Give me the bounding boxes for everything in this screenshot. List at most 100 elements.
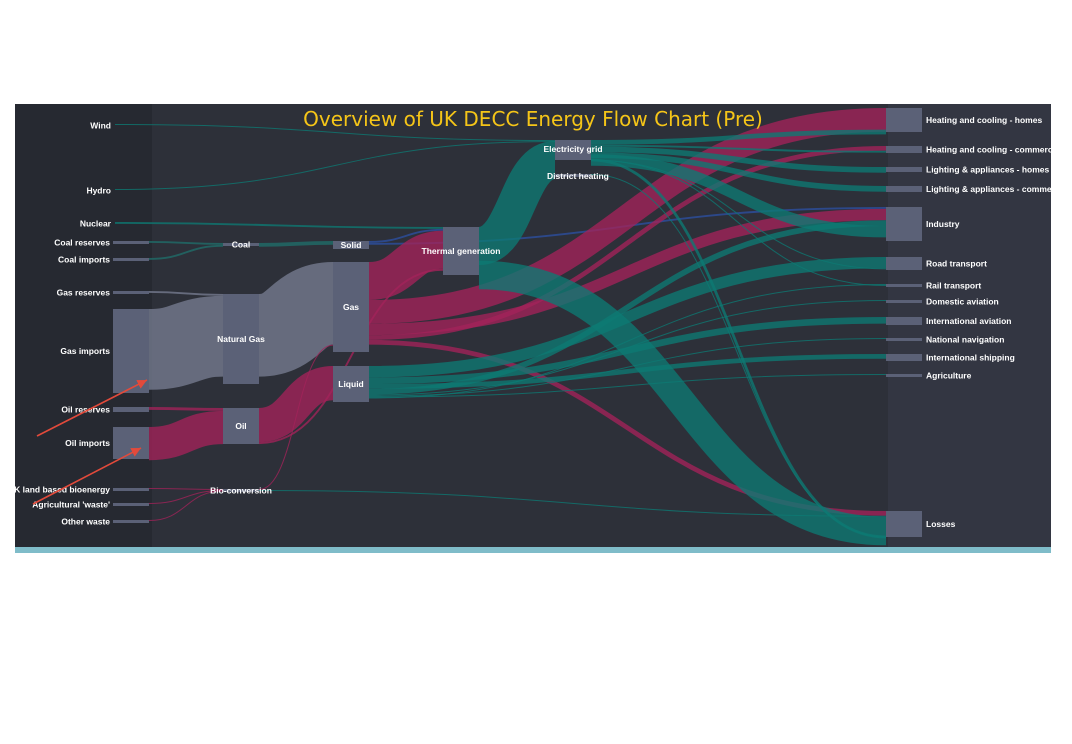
flow-link-natural_gas-gas: [255, 262, 337, 377]
flow-link-liquid-industry: [368, 220, 887, 395]
node-label-other_waste: Other waste: [61, 517, 110, 527]
node-label-road: Road transport: [926, 259, 987, 269]
node-label-coal: Coal: [232, 240, 250, 250]
node-label-light_homes: Lighting & appliances - homes: [926, 165, 1050, 175]
node-coal_reserves: [113, 241, 149, 244]
flow-link-gas-thermal: [367, 230, 445, 300]
node-thermal: [443, 227, 479, 275]
accent-bar: [15, 547, 1051, 553]
node-label-industry: Industry: [926, 219, 960, 229]
node-gas: [333, 262, 369, 352]
node-oil_reserves: [113, 407, 149, 412]
node-label-agri_waste: Agricultural 'waste': [32, 500, 110, 510]
node-heat_comm: [886, 146, 922, 153]
node-label-hydro: Hydro: [86, 186, 111, 196]
node-label-dom_aviation: Domestic aviation: [926, 297, 999, 307]
node-road: [886, 257, 922, 270]
node-light_homes: [886, 167, 922, 172]
node-label-coal_reserves: Coal reserves: [54, 238, 110, 248]
node-label-solid: Solid: [341, 240, 362, 250]
node-label-int_aviation: International aviation: [926, 316, 1012, 326]
flow-link-thermal-losses: [478, 260, 887, 546]
flow-link-district-losses: [590, 174, 887, 538]
flow-link-liquid-nat_navigation: [368, 338, 887, 397]
node-label-gas_imports: Gas imports: [60, 346, 110, 356]
node-int_shipping: [886, 354, 922, 361]
arrow-gas-imports: [36, 379, 148, 437]
node-label-natural_gas: Natural Gas: [217, 334, 265, 344]
flow-link-liquid-road: [368, 257, 887, 378]
node-nat_navigation: [886, 338, 922, 341]
node-label-heat_homes: Heating and cooling - homes: [926, 115, 1042, 125]
flow-link-grid-industry: [590, 154, 887, 238]
node-label-nat_navigation: National navigation: [926, 335, 1004, 345]
node-liquid: [333, 366, 369, 402]
node-natural_gas: [223, 294, 259, 384]
flow-link-oil-liquid: [257, 366, 335, 443]
node-district: [555, 174, 591, 177]
node-agri_waste: [113, 503, 149, 506]
node-label-heat_comm: Heating and cooling - commercial: [926, 145, 1051, 155]
flow-link-coal_reserves-coal: [148, 241, 224, 245]
flow-link-hydro-grid: [114, 141, 556, 190]
flow-link-grid-rail: [590, 159, 887, 286]
node-label-thermal: Thermal generation: [422, 246, 501, 256]
sankey-chart-frame: Wind Hydro Nuclear Coal reserves Coal import…: [15, 104, 1051, 553]
node-label-district: District heating: [547, 171, 609, 181]
node-label-losses: Losses: [926, 519, 956, 529]
node-label-gas: Gas: [343, 302, 359, 312]
node-bio_conversion: [223, 489, 259, 492]
flow-link-gas_reserves-natural_gas: [148, 291, 224, 296]
flow-link-gas_imports-natural_gas: [147, 295, 225, 390]
node-oil: [223, 408, 259, 444]
flow-link-uk_bioenergy-bio_conversion: [148, 488, 224, 490]
node-gas_imports: [113, 309, 149, 393]
flow-link-bio_conversion-losses: [258, 490, 887, 517]
node-label-oil_reserves: Oil reserves: [61, 405, 110, 415]
flow-link-agri_waste-bio_conversion: [148, 490, 224, 504]
node-agriculture: [886, 374, 922, 377]
node-industry: [886, 207, 922, 241]
annotation-arrows: [32, 379, 148, 505]
flow-link-nuclear-thermal: [114, 222, 444, 229]
node-int_aviation: [886, 317, 922, 325]
node-label-int_shipping: International shipping: [926, 353, 1015, 363]
node-coal_imports: [113, 258, 149, 261]
flow-link-grid-heat_comm: [590, 144, 887, 153]
flow-link-gas-heat_homes: [368, 108, 887, 324]
node-label-liquid: Liquid: [338, 379, 364, 389]
flow-links: [114, 108, 887, 546]
flow-link-solid-thermal: [368, 228, 444, 243]
node-gas_reserves: [113, 291, 149, 294]
node-other_waste: [113, 520, 149, 523]
chart-title: Overview of UK DECC Energy Flow Chart (P…: [303, 107, 763, 131]
flow-link-oil-thermal: [258, 268, 444, 445]
node-coal: [223, 243, 259, 246]
node-uk_bioenergy: [113, 488, 149, 491]
node-oil_imports: [113, 427, 149, 459]
node-label-oil: Oil: [235, 421, 246, 431]
flow-link-grid-light_comm: [590, 152, 887, 192]
flow-link-liquid-agriculture: [368, 374, 887, 398]
node-label-agriculture: Agriculture: [926, 371, 972, 381]
arrow-oil-imports: [32, 447, 142, 505]
flow-link-bio_conversion-gas: [258, 344, 334, 490]
node-dom_aviation: [886, 300, 922, 303]
node-label-gas_reserves: Gas reserves: [57, 288, 111, 298]
node-label-oil_imports: Oil imports: [65, 438, 110, 448]
node-label-grid: Electricity grid: [543, 144, 602, 154]
right-panel-shade: [888, 104, 1051, 553]
node-label-coal_imports: Coal imports: [58, 255, 110, 265]
node-light_comm: [886, 186, 922, 192]
node-losses: [886, 511, 922, 537]
flow-link-wind-grid: [114, 124, 556, 141]
node-grid: [555, 140, 591, 160]
flow-link-coal_imports-coal: [148, 244, 224, 260]
node-label-bio_conversion: Bio-conversion: [210, 486, 272, 496]
node-label-light_comm: Lighting & appliances - commercial: [926, 184, 1051, 194]
flow-link-other_waste-bio_conversion: [148, 490, 224, 521]
flow-link-grid-heat_homes: [590, 129, 887, 145]
flow-link-grid-road: [590, 159, 887, 270]
flow-link-grid-losses: [590, 158, 887, 539]
flow-link-coal-solid: [258, 241, 334, 247]
